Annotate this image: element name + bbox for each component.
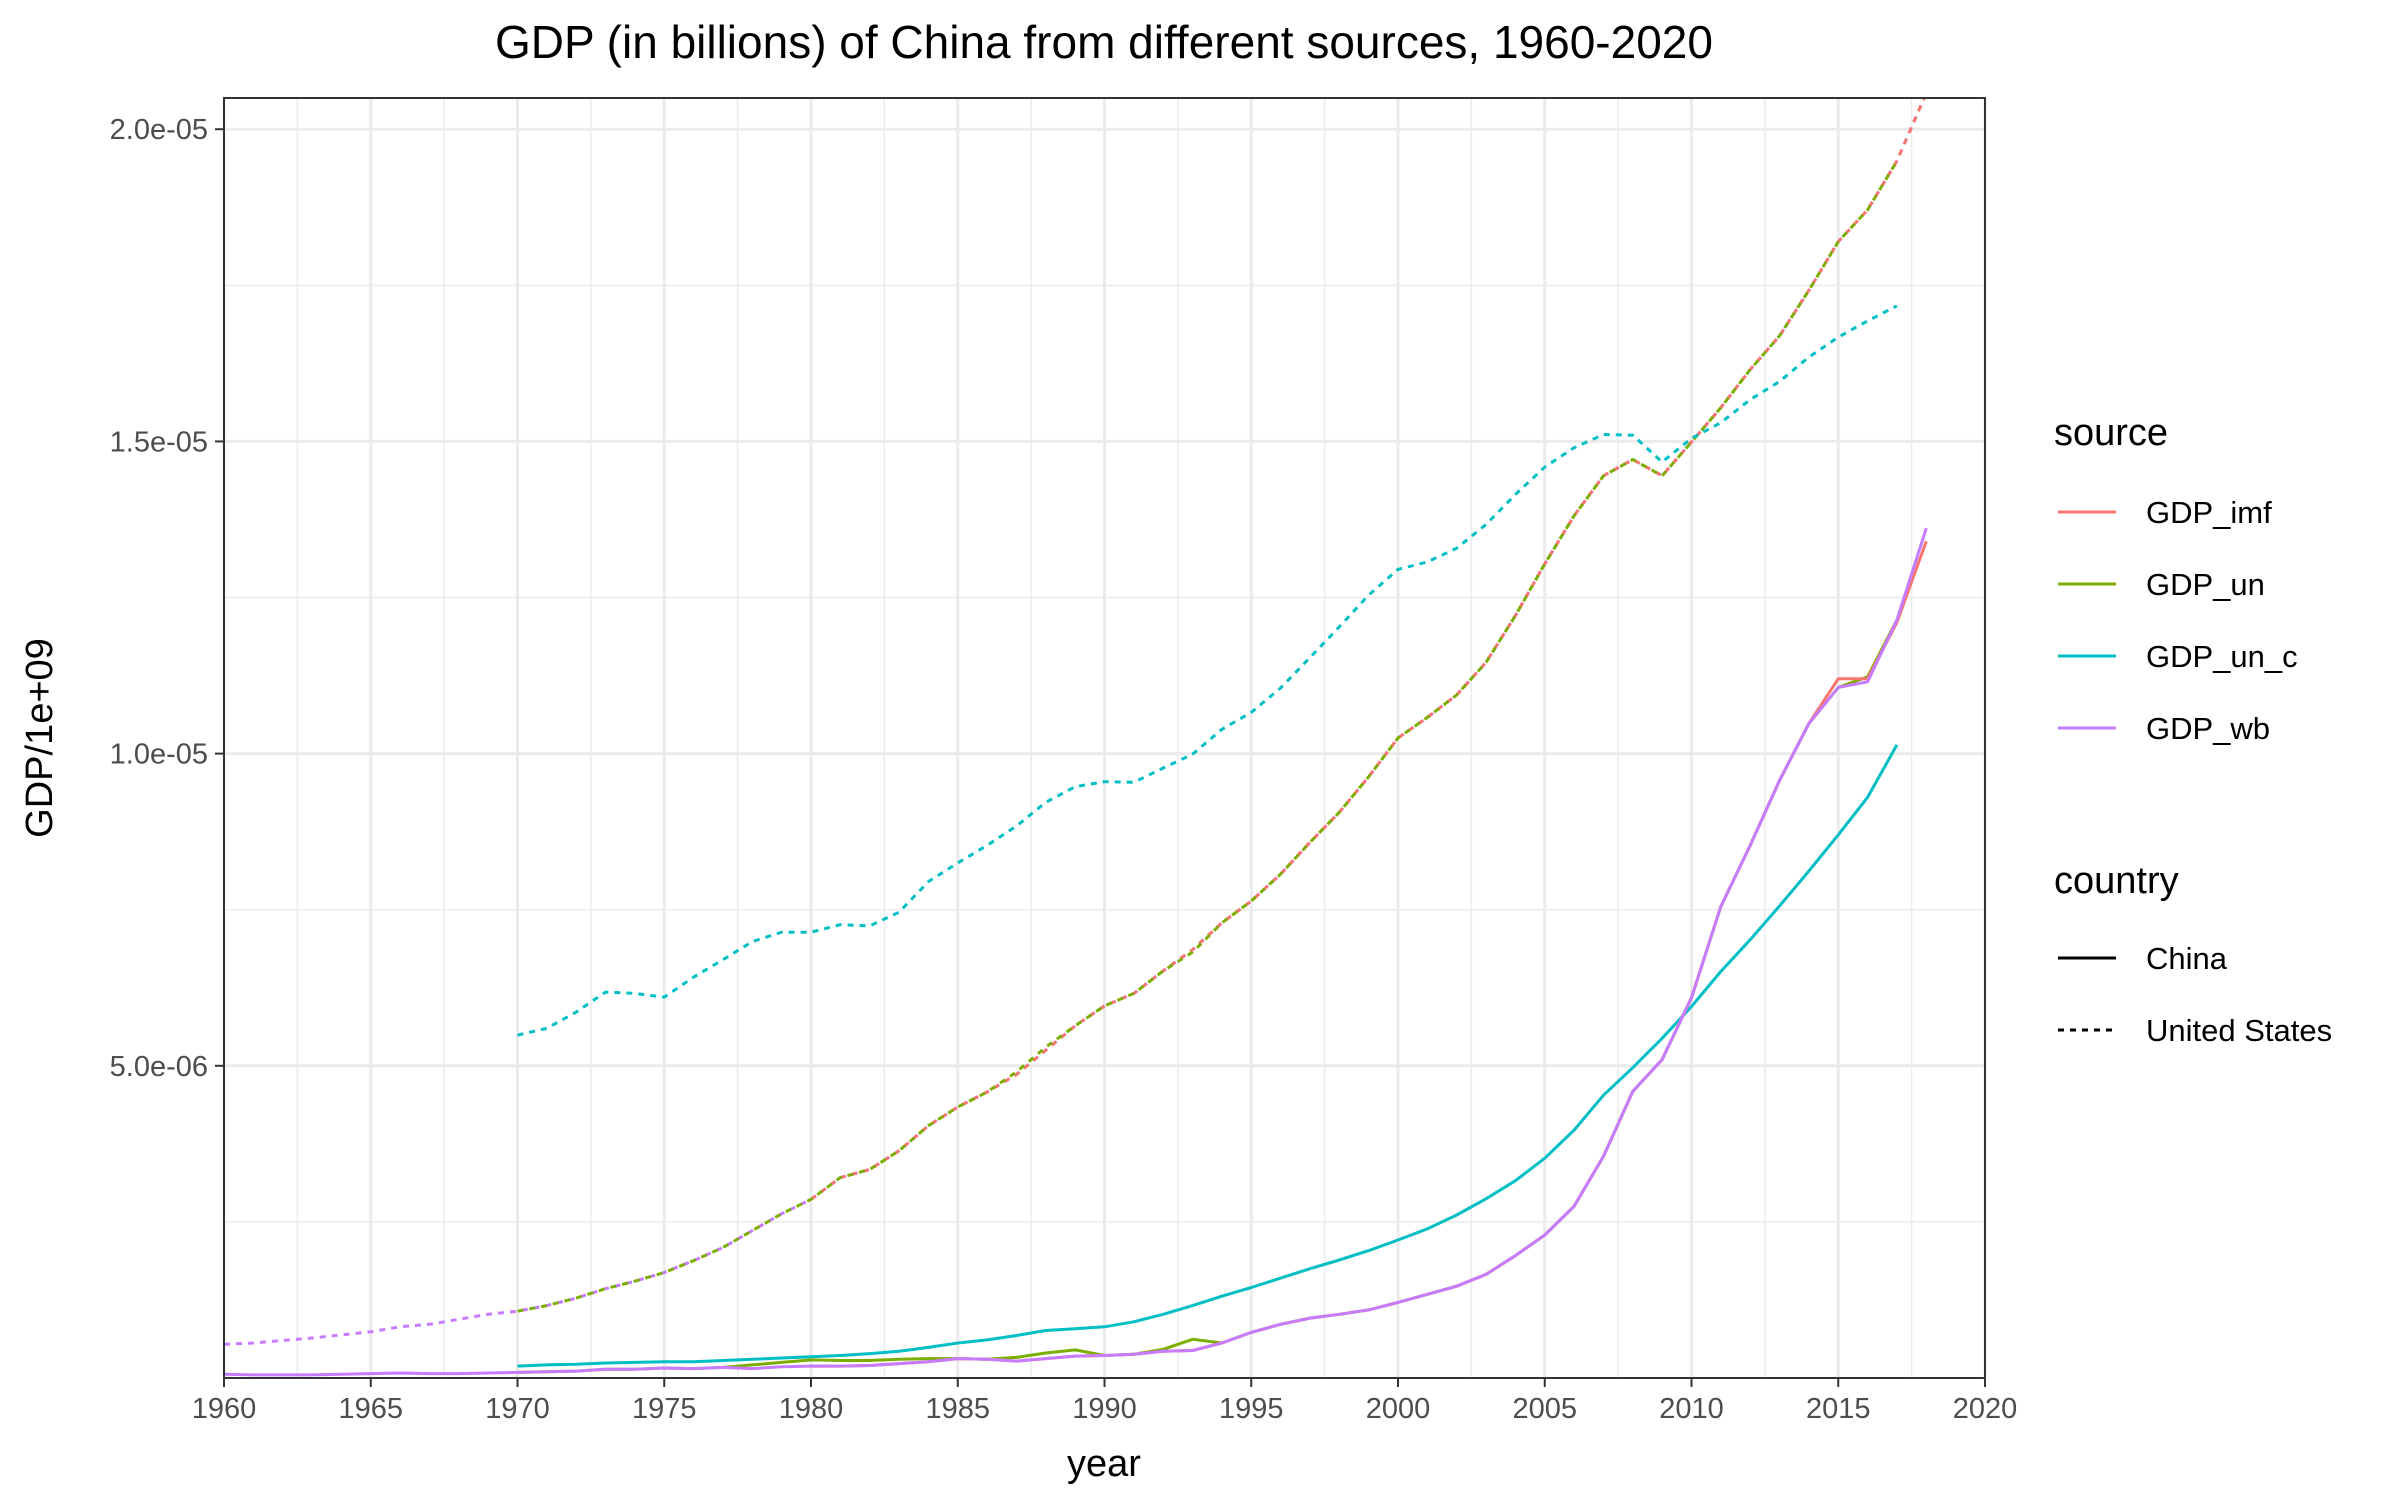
x-tick-label: 1960 xyxy=(192,1393,257,1425)
chart-title: GDP (in billions) of China from differen… xyxy=(495,16,1713,68)
x-tick-label: 1985 xyxy=(925,1393,990,1425)
y-tick-label: 1.0e-05 xyxy=(110,739,208,771)
legend-title-source: source xyxy=(2054,412,2168,454)
y-tick-label: 1.5e-05 xyxy=(110,426,208,458)
x-tick-label: 1975 xyxy=(632,1393,697,1425)
series-lines xyxy=(224,98,1928,1377)
legend-label-china: China xyxy=(2146,941,2228,976)
x-tick-label: 1990 xyxy=(1072,1393,1137,1425)
legend-label-gdp-wb: GDP_wb xyxy=(2146,711,2270,746)
series-line-gdp-imf-united-states xyxy=(810,98,1926,1201)
gridlines xyxy=(222,98,1987,1378)
x-axis-title: year xyxy=(1067,1443,1141,1485)
x-tick-label: 2005 xyxy=(1512,1393,1577,1425)
axes: 1960 1965 1970 1975 1980 1985 1990 1995 2000 2005… xyxy=(110,114,2018,1425)
y-tick-label: 5.0e-06 xyxy=(110,1051,208,1083)
x-tick-label: 2000 xyxy=(1366,1393,1431,1425)
legend-label-gdp-imf: GDP_imf xyxy=(2146,495,2272,530)
x-tick-label: 1980 xyxy=(779,1393,844,1425)
legend: source GDP_imf GDP_un GDP_un_c GDP_wb count… xyxy=(2054,412,2332,1048)
legend-source-entries: GDP_imf GDP_un GDP_un_c GDP_wb xyxy=(2058,495,2298,746)
x-tick-label: 1965 xyxy=(338,1393,403,1425)
x-tick-label: 1995 xyxy=(1219,1393,1284,1425)
x-tick-label: 2015 xyxy=(1806,1393,1871,1425)
legend-country-entries: China United States xyxy=(2058,941,2332,1048)
legend-label-united-states: United States xyxy=(2146,1013,2332,1048)
x-tick-label: 1970 xyxy=(485,1393,550,1425)
x-tick-label: 2020 xyxy=(1953,1393,2018,1425)
legend-title-country: country xyxy=(2054,860,2179,902)
series-line-gdp-un-c-china xyxy=(517,744,1899,1368)
series-line-gdp-un-united-states xyxy=(517,160,1899,1313)
x-tick-label: 2010 xyxy=(1659,1393,1724,1425)
y-tick-label: 2.0e-05 xyxy=(110,114,208,146)
legend-label-gdp-un: GDP_un xyxy=(2146,567,2265,602)
y-axis-title: GDP/1e+09 xyxy=(19,638,61,838)
series-line-gdp-wb-china xyxy=(224,527,1928,1377)
series-line-gdp-un-c-united-states xyxy=(517,304,1898,1037)
legend-label-gdp-un-c: GDP_un_c xyxy=(2146,639,2298,674)
